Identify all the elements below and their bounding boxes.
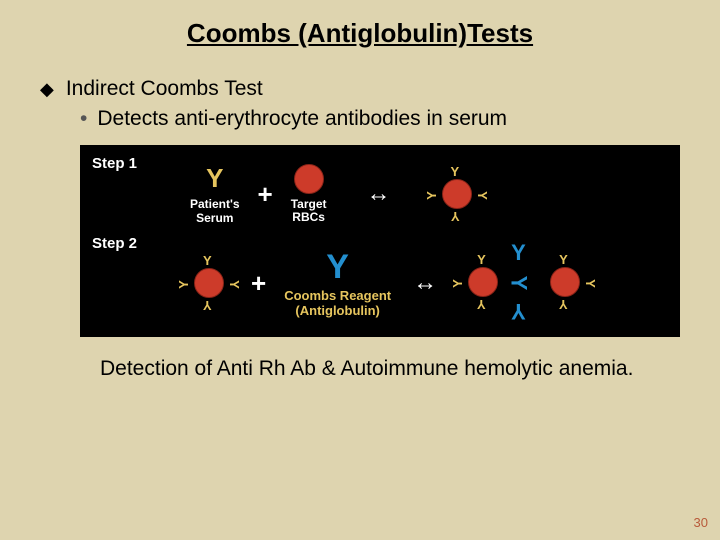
- sub-bullet: • Detects anti-erythrocyte antibodies in…: [0, 101, 720, 131]
- diagram-panel: Step 1 Y Patient'sSerum + TargetRBCs ↔ Y…: [80, 145, 680, 337]
- patient-antibody-y: Y: [206, 163, 223, 194]
- step1-plus: +: [258, 179, 273, 210]
- main-bullet: ◆ Indirect Coombs Test: [0, 49, 720, 101]
- target-rbc-caption: TargetRBCs: [291, 198, 327, 224]
- target-rbc: [294, 164, 324, 194]
- step1-arrow: ↔: [367, 180, 391, 208]
- coombs-y: Y: [326, 248, 349, 287]
- step1-label: Step 1: [92, 155, 137, 172]
- main-bullet-text: Indirect Coombs Test: [66, 77, 263, 101]
- sub-bullet-symbol: •: [80, 107, 87, 131]
- step1-result-rbc: Y Y Y Y: [433, 170, 481, 218]
- page-number: 30: [694, 515, 708, 530]
- step1-row: Step 1 Y Patient'sSerum + TargetRBCs ↔ Y…: [90, 153, 670, 235]
- coombs-caption: Coombs Reagent(Antiglobulin): [284, 289, 391, 318]
- detection-text: Detection of Anti Rh Ab & Autoimmune hem…: [0, 337, 720, 381]
- step2-row: Step 2 Y Y Y Y + Y Coombs Reagent(Antigl…: [90, 235, 670, 331]
- step2-sensitized-rbc: Y Y Y Y: [185, 259, 233, 307]
- step2-arrow: ↔: [413, 269, 437, 297]
- step2-plus: +: [251, 268, 266, 299]
- patient-serum-caption: Patient'sSerum: [190, 198, 240, 224]
- sub-bullet-text: Detects anti-erythrocyte antibodies in s…: [97, 107, 507, 131]
- bullet-symbol: ◆: [40, 77, 54, 101]
- step2-label: Step 2: [92, 235, 137, 252]
- step2-agglutination: Y Y Y Y Y Y Y Y Y: [459, 248, 589, 318]
- slide-title: Coombs (Antiglobulin)Tests: [0, 0, 720, 49]
